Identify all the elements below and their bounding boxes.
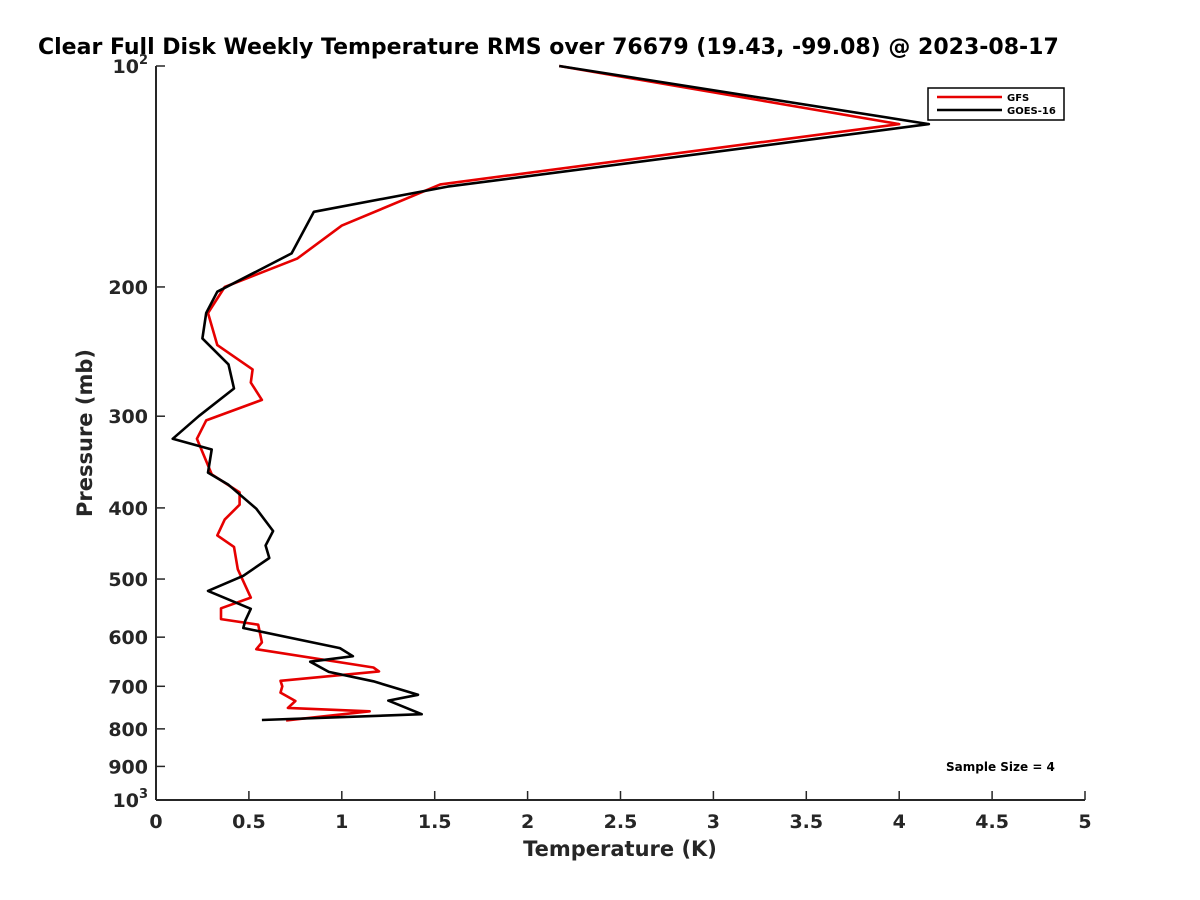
y-tick-label: 900 [108,756,148,778]
legend-label-goes16: GOES-16 [1007,106,1056,117]
x-axis-label: Temperature (K) [523,837,717,861]
y-tick-label: 400 [108,498,148,520]
y-tick-label: 500 [108,569,148,591]
y-tick-label: 700 [108,676,148,698]
y-tick-label: 102 [113,53,149,78]
x-tick-label: 5 [1078,811,1091,833]
y-tick-label: 103 [113,787,149,812]
series-line-goes16 [171,64,931,722]
axis-ticks: 0 0.5 1 1.5 2 2.5 3 3.5 4 4.5 5 102 200 300 400 500 600 7… [108,53,1091,833]
y-axis-label: Pressure (mb) [73,349,97,517]
y-tick-label: 800 [108,719,148,741]
chart-title: Clear Full Disk Weekly Temperature RMS o… [38,35,1059,60]
x-tick-label: 0 [149,811,162,833]
y-tick-label: 600 [108,627,148,649]
series-line-gfs [195,64,901,722]
plot-area [156,66,1085,800]
x-tick-label: 3.5 [789,811,823,833]
x-tick-label: 4.5 [975,811,1009,833]
x-tick-label: 3 [707,811,720,833]
legend-box [927,87,1065,121]
x-tick-label: 1 [335,811,348,833]
x-tick-label: 2 [521,811,534,833]
legend-label-gfs: GFS [1007,93,1029,104]
x-tick-label: 4 [893,811,906,833]
legend: GFS GOES-16 [927,87,1065,121]
sample-size-annotation: Sample Size = 4 [946,760,1055,774]
x-tick-label: 2.5 [604,811,638,833]
y-tick-label: 300 [108,406,148,428]
x-tick-label: 1.5 [418,811,452,833]
x-tick-label: 0.5 [232,811,266,833]
y-tick-label: 200 [108,277,148,299]
series-lines [171,64,931,722]
